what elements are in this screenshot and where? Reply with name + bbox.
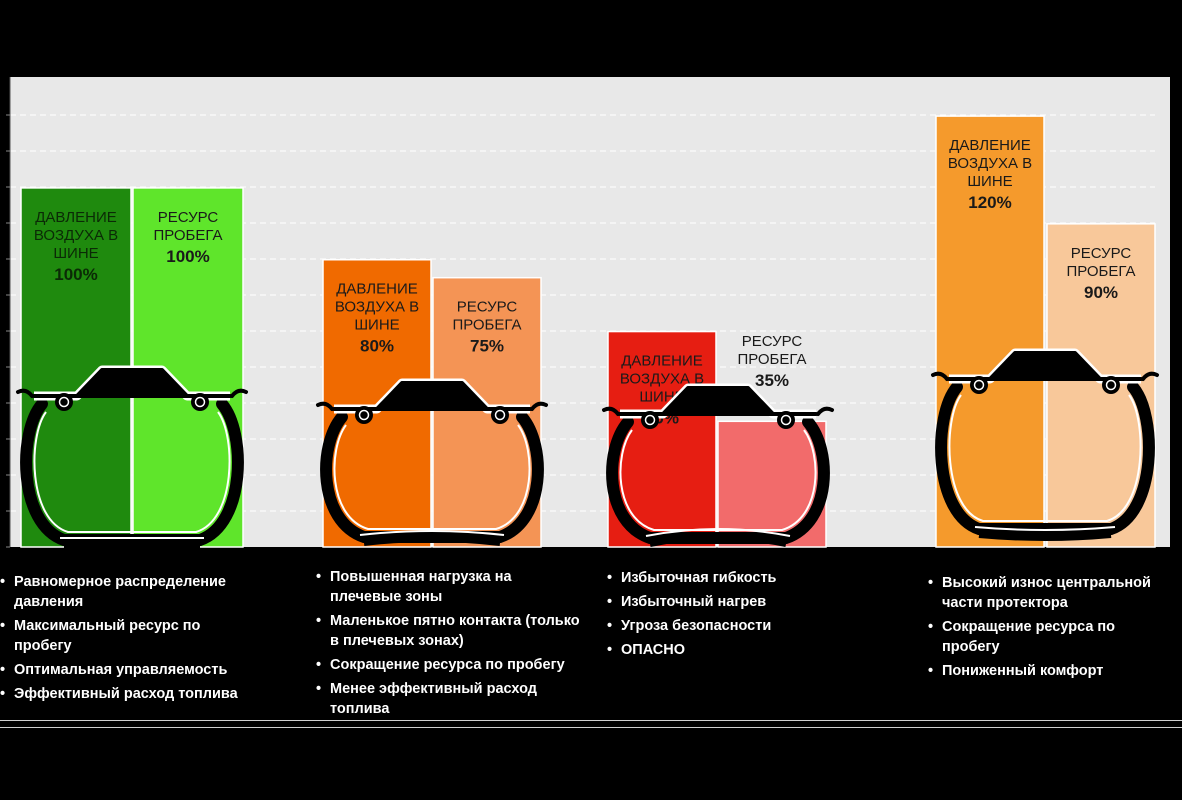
note-item: Сокращение ресурса по пробегу [316, 655, 581, 675]
tire-cross-section [602, 383, 834, 547]
note-item: Избыточная гибкость [607, 568, 847, 588]
bar-label: ШИНЕ [53, 245, 98, 262]
divider-line [0, 727, 1182, 728]
bar-value-label: 75% [470, 337, 504, 356]
notes-overinflated: Высокий износ центральной части протекто… [928, 573, 1168, 685]
bar-label: РЕСУРС [742, 333, 803, 350]
bar-value-label: 90% [1084, 283, 1118, 302]
bar-label: ДАВЛЕНИЕ [336, 281, 417, 298]
note-item: Угроза безопасности [607, 616, 847, 636]
note-item: Высокий износ центральной части протекто… [928, 573, 1168, 613]
tire-cross-section [16, 365, 248, 550]
tire-cross-section [931, 348, 1159, 541]
bar-label: ШИНЕ [354, 317, 399, 334]
notes-normal: Равномерное распределение давления Макси… [0, 572, 255, 708]
bar-label: РЕСУРС [1071, 245, 1132, 262]
note-item: Избыточный нагрев [607, 592, 847, 612]
note-item: Оптимальная управляемость [0, 660, 255, 680]
bar-label: РЕСУРС [158, 209, 219, 226]
notes-underinflated: Повышенная нагрузка на плечевые зоны Мал… [316, 567, 581, 723]
bar-label: ПРОБЕГА [153, 227, 222, 244]
notes-severely-underinflated: Избыточная гибкость Избыточный нагрев Уг… [607, 568, 847, 664]
bar-label: ПРОБЕГА [737, 351, 806, 368]
bar-label: ВОЗДУХА В [34, 227, 118, 244]
bar-value-label: 120% [968, 193, 1011, 212]
note-item: ОПАСНО [607, 640, 847, 660]
bar-label: ПРОБЕГА [452, 317, 521, 334]
bar-label: ШИНЕ [967, 173, 1012, 190]
tires [16, 348, 1159, 550]
y-axis-ticks [6, 77, 11, 548]
bar-value-label: 35% [755, 371, 789, 390]
note-item: Равномерное распределение давления [0, 572, 255, 612]
bar-pressure [935, 115, 1045, 548]
note-item: Менее эффективный расход топлива [316, 679, 581, 719]
bar-label: ДАВЛЕНИЕ [621, 353, 702, 370]
note-item: Эффективный расход топлива [0, 684, 255, 704]
bar-label: РЕСУРС [457, 299, 518, 316]
tire-cross-section [316, 378, 548, 546]
bar-value-label: 100% [166, 247, 209, 266]
divider-line [0, 720, 1182, 721]
bar-label: ВОЗДУХА В [948, 155, 1032, 172]
bar-value-label: 100% [54, 265, 97, 284]
note-item: Маленькое пятно контакта (только в плече… [316, 611, 581, 651]
bar-label: ПРОБЕГА [1066, 263, 1135, 280]
bar-value-label: 80% [360, 337, 394, 356]
note-item: Пониженный комфорт [928, 661, 1168, 681]
note-item: Повышенная нагрузка на плечевые зоны [316, 567, 581, 607]
note-item: Максимальный ресурс по пробегу [0, 616, 255, 656]
bar-label: ДАВЛЕНИЕ [949, 137, 1030, 154]
bar-label: ВОЗДУХА В [620, 371, 704, 388]
note-item: Сокращение ресурса по пробегу [928, 617, 1168, 657]
bar-label: ВОЗДУХА В [335, 299, 419, 316]
bar-label: ДАВЛЕНИЕ [35, 209, 116, 226]
